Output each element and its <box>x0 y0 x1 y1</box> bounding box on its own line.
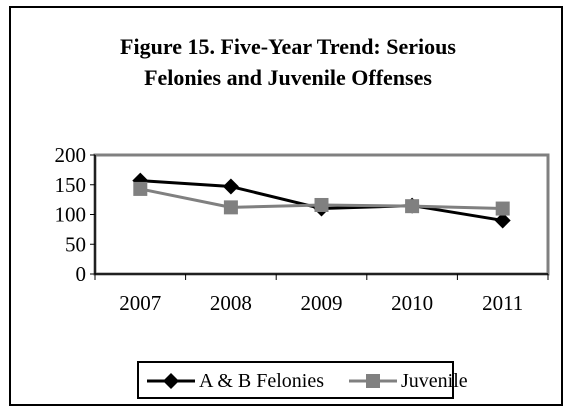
legend-swatch-felonies <box>147 373 195 389</box>
y-tick-label: 0 <box>76 262 87 286</box>
data-point-juvenile <box>133 181 148 196</box>
data-point-juvenile <box>314 197 329 212</box>
legend-label-felonies: A & B Felonies <box>199 370 325 392</box>
x-tick-label: 2010 <box>391 291 433 315</box>
data-point-felonies <box>494 212 511 229</box>
y-tick-label: 200 <box>55 143 87 167</box>
y-tick-label: 100 <box>55 203 87 227</box>
y-tick-label: 150 <box>55 173 87 197</box>
chart-title-line-1: Figure 15. Five-Year Trend: Serious <box>120 34 456 59</box>
data-point-juvenile <box>223 200 238 215</box>
y-tick-label: 50 <box>65 232 86 256</box>
x-tick-label: 2007 <box>119 291 161 315</box>
chart-title-line-2: Felonies and Juvenile Offenses <box>144 65 432 90</box>
x-tick-label: 2011 <box>482 291 523 315</box>
legend-swatch-juvenile <box>349 374 397 388</box>
legend-label-juvenile: Juvenile <box>401 370 468 392</box>
x-tick-label: 2008 <box>210 291 252 315</box>
chart-legend: A & B Felonies Juvenile <box>137 361 468 399</box>
data-point-felonies <box>222 178 239 195</box>
data-point-juvenile <box>495 201 510 216</box>
x-tick-label: 2009 <box>301 291 343 315</box>
data-point-juvenile <box>405 199 420 214</box>
